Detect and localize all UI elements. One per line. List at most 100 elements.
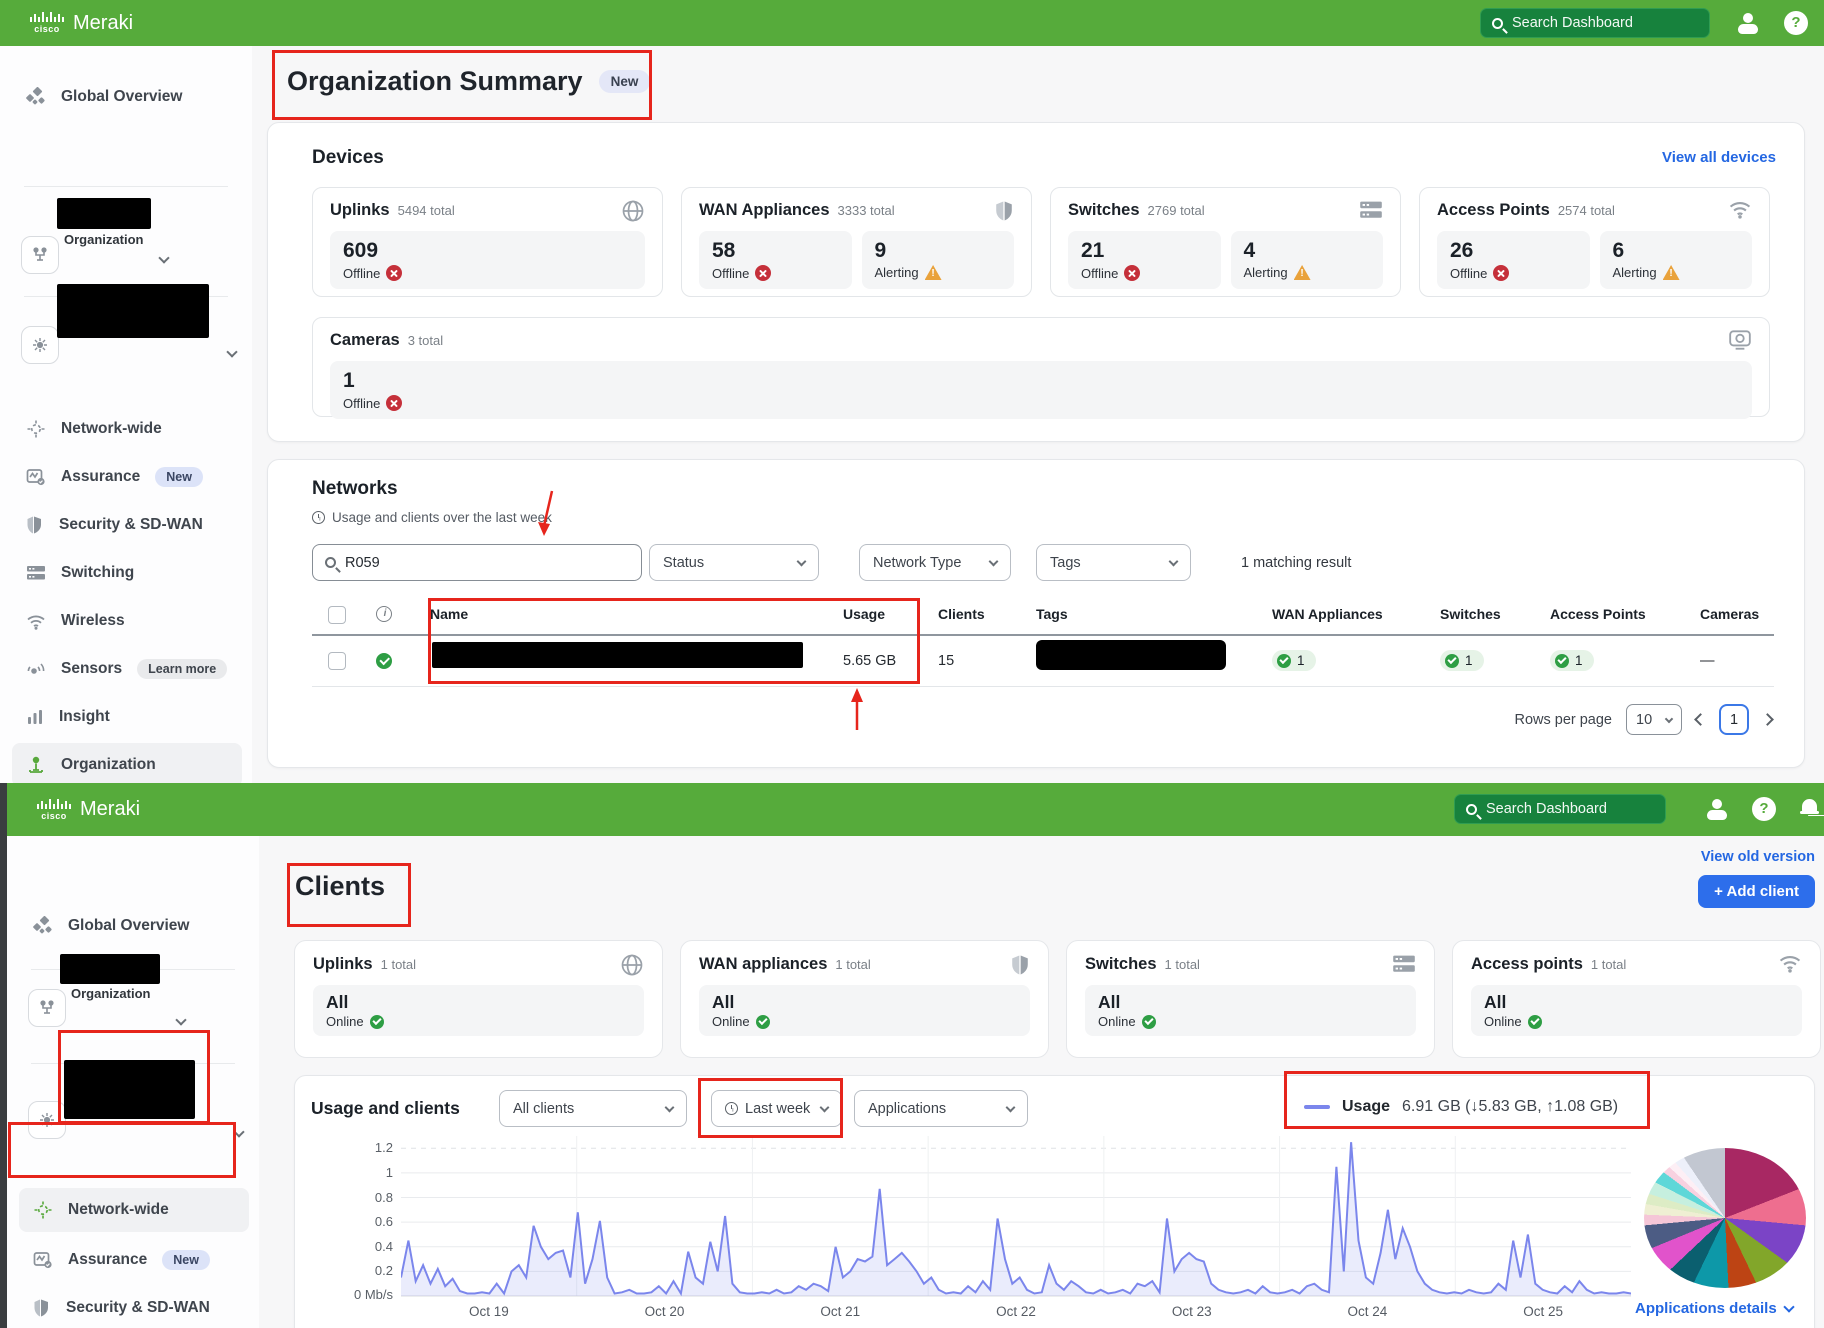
network-type-filter[interactable]: Network Type	[859, 544, 1011, 581]
sidebar-item-label: Switching	[61, 564, 135, 581]
offline-stat[interactable]: 609 Offline	[330, 231, 645, 289]
sidebar-item-label: Organization	[61, 756, 156, 773]
sidebar-item-assurance[interactable]: Assurance New	[19, 1238, 249, 1282]
meraki-logo[interactable]: cisco Meraki	[37, 798, 140, 821]
notifications-icon[interactable]	[1800, 798, 1820, 820]
next-page-icon[interactable]	[1761, 713, 1774, 726]
view-old-version-link[interactable]: View old version	[1700, 849, 1815, 865]
dashboard-search[interactable]	[1454, 794, 1666, 824]
sidebar-item-assurance[interactable]: Assurance New	[12, 455, 242, 499]
help-icon[interactable]	[1784, 11, 1808, 35]
alert-icon	[1293, 265, 1311, 280]
global-overview-icon	[33, 916, 52, 934]
offline-stat[interactable]: 58 Offline	[699, 231, 852, 289]
sidebar-item-security-sdwan[interactable]: Security & SD-WAN	[12, 503, 242, 547]
select-all-checkbox[interactable]	[328, 606, 346, 624]
status-box[interactable]: All Online	[1471, 985, 1802, 1036]
sidebar-item-wireless[interactable]: Wireless	[12, 599, 242, 643]
add-client-button[interactable]: + Add client	[1698, 875, 1815, 908]
applications-pie-chart[interactable]	[1644, 1148, 1806, 1288]
info-icon[interactable]	[376, 606, 393, 622]
account-icon[interactable]	[1705, 797, 1729, 821]
networks-search[interactable]	[312, 544, 642, 581]
view-all-devices-link[interactable]: View all devices	[1662, 149, 1776, 166]
col-wan-appliances[interactable]: WAN Appliances	[1272, 606, 1383, 622]
offline-stat[interactable]: 21 Offline	[1068, 231, 1221, 289]
status-filter[interactable]: Status	[649, 544, 819, 581]
switches-status-card: Switches 1 total All Online	[1066, 940, 1435, 1058]
sidebar-item-label: Network-wide	[61, 420, 162, 437]
alerting-stat[interactable]: 4 Alerting	[1230, 231, 1383, 289]
learn-more-badge[interactable]: Learn more	[137, 659, 228, 679]
sidebar-item-global-overview[interactable]: Global Overview	[0, 75, 252, 119]
sidebar-item-global-overview[interactable]: Global Overview	[7, 904, 259, 948]
search-input[interactable]	[1512, 15, 1672, 31]
alerting-stat[interactable]: 6 Alerting	[1599, 231, 1752, 289]
col-tags[interactable]: Tags	[1036, 606, 1068, 622]
alerting-stat[interactable]: 9 Alerting	[861, 231, 1014, 289]
col-clients[interactable]: Clients	[938, 606, 985, 622]
status-box[interactable]: All Online	[1085, 985, 1416, 1036]
usage-and-clients-panel: Usage and clients All clients Last week …	[294, 1075, 1815, 1328]
offline-icon	[1124, 265, 1141, 281]
sidebar-item-organization[interactable]: Organization	[12, 743, 242, 783]
chevron-down-icon	[1005, 1102, 1016, 1112]
dashboard-search[interactable]	[1480, 8, 1710, 38]
chevron-down-icon[interactable]	[158, 252, 170, 264]
offline-stat[interactable]: 26 Offline	[1437, 231, 1590, 289]
networks-subtitle: Usage and clients over the last week	[312, 510, 552, 525]
organization-selector-label: Organization	[64, 232, 144, 247]
status-box[interactable]: All Online	[699, 985, 1030, 1036]
sidebar-item-switching[interactable]: Switching	[12, 551, 242, 595]
meraki-logo[interactable]: cisco Meraki	[30, 12, 133, 35]
sidebar-item-label: Network-wide	[68, 1201, 169, 1218]
col-access-points[interactable]: Access Points	[1550, 606, 1646, 622]
current-page[interactable]: 1	[1719, 704, 1749, 735]
access-points-status-card: Access points 1 total All Online	[1452, 940, 1821, 1058]
network-selector-icon[interactable]	[21, 326, 59, 364]
offline-stat[interactable]: 1 Offline	[330, 361, 1752, 419]
clock-icon	[312, 511, 325, 524]
chevron-down-icon[interactable]	[226, 346, 238, 358]
status-box[interactable]: All Online	[313, 985, 644, 1036]
organization-selector-icon[interactable]	[28, 989, 66, 1027]
row-checkbox[interactable]	[328, 651, 346, 670]
sidebar-item-insight[interactable]: Insight	[12, 695, 242, 739]
chevron-down-icon[interactable]	[175, 1014, 187, 1026]
col-switches[interactable]: Switches	[1440, 606, 1501, 622]
rows-per-page-select[interactable]: 10	[1626, 704, 1682, 735]
card-total: 3 total	[407, 333, 444, 348]
applications-details-link[interactable]: Applications details	[1635, 1300, 1795, 1317]
organization-selector-icon[interactable]	[21, 236, 59, 274]
applications-filter[interactable]: Applications	[854, 1090, 1028, 1127]
help-icon[interactable]	[1752, 797, 1776, 821]
sidebar-item-network-wide[interactable]: Network-wide	[12, 407, 242, 451]
chevron-down-icon[interactable]	[233, 1126, 245, 1138]
offline-icon	[755, 265, 772, 281]
search-input[interactable]	[1486, 801, 1646, 817]
account-icon[interactable]	[1736, 11, 1760, 35]
assurance-icon	[33, 1252, 52, 1269]
prev-page-icon[interactable]	[1694, 713, 1707, 726]
time-range-filter[interactable]: Last week	[711, 1090, 842, 1127]
col-name[interactable]: Name	[430, 606, 469, 622]
networks-search-input[interactable]	[345, 554, 585, 571]
wifi-icon	[27, 615, 45, 630]
organization-tree-icon	[29, 756, 43, 773]
sidebar-item-network-wide[interactable]: Network-wide	[19, 1188, 249, 1232]
col-usage[interactable]: Usage	[843, 606, 886, 622]
table-header-divider	[312, 634, 1774, 636]
col-cameras[interactable]: Cameras	[1700, 606, 1760, 622]
switch-count-badge: 1	[1440, 650, 1484, 671]
network-selector-icon[interactable]	[28, 1101, 66, 1139]
table-row[interactable]: 5.65 GB 15 1 1 1 —	[328, 636, 1774, 685]
sidebar-item-label: Sensors	[61, 660, 123, 677]
sidebar-item-sensors[interactable]: Sensors Learn more	[12, 647, 242, 691]
clients-screenshot: cisco Meraki Global Overview	[0, 783, 1824, 1328]
sidebar-item-label: Global Overview	[61, 88, 183, 105]
meraki-wordmark: Meraki	[80, 798, 141, 820]
tags-filter[interactable]: Tags	[1036, 544, 1191, 581]
sidebar-item-security-sdwan[interactable]: Security & SD-WAN	[19, 1286, 249, 1328]
cisco-logo-icon: cisco	[37, 798, 71, 821]
clients-filter[interactable]: All clients	[499, 1090, 687, 1127]
